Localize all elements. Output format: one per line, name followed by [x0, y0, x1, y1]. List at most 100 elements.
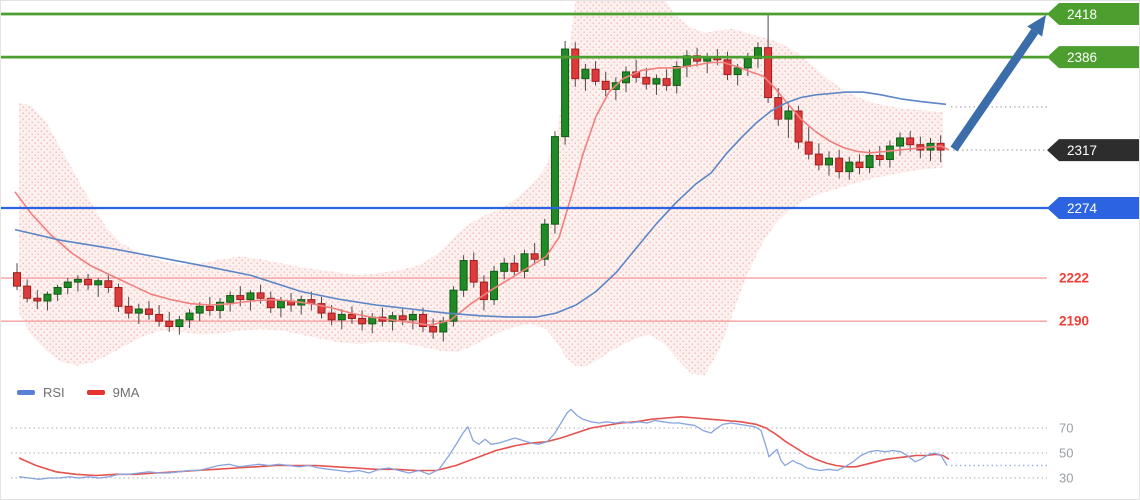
candle: [53, 284, 62, 301]
candle: [337, 309, 346, 330]
candle: [84, 274, 93, 291]
price-badge-2386[interactable]: 2386: [1047, 46, 1140, 69]
candle: [865, 150, 874, 173]
candle-body-down: [875, 154, 884, 160]
candle-body-down: [419, 313, 427, 328]
ma-legend-swatch: [86, 390, 105, 395]
candle-body-up: [459, 260, 468, 291]
candle: [835, 150, 844, 179]
candle: [490, 265, 499, 305]
candle: [550, 131, 559, 234]
candle: [23, 279, 32, 303]
candle: [520, 249, 529, 279]
candle: [216, 298, 224, 319]
candle: [388, 311, 397, 331]
candles: [13, 14, 945, 342]
candle-body-down: [530, 253, 539, 260]
candle: [804, 127, 813, 160]
price-badge-text: 2274: [1067, 201, 1098, 216]
price-badge-text: 2386: [1067, 50, 1097, 65]
candle: [317, 296, 326, 319]
candle-body-down: [266, 297, 275, 309]
candle: [906, 131, 915, 152]
candle-body-up: [246, 292, 255, 301]
candle-body-up: [185, 312, 194, 321]
candle: [63, 278, 72, 295]
candle-body-up: [490, 270, 499, 301]
candle: [94, 278, 103, 297]
candle: [114, 283, 123, 312]
fast-ma-line: [14, 61, 950, 326]
candle-body-down: [591, 68, 600, 82]
candle-body-up: [449, 289, 458, 322]
candle-body-down: [33, 297, 42, 302]
candle: [134, 303, 143, 324]
candle: [175, 315, 184, 335]
price-badge-text: 2418: [1067, 7, 1097, 22]
candle: [652, 74, 661, 95]
bollinger-band: [19, 1, 943, 376]
price-badge-2418[interactable]: 2418: [1047, 3, 1140, 25]
candle: [479, 275, 488, 311]
candle-body-down: [804, 141, 813, 155]
candle: [104, 275, 113, 293]
forecast-arrow: [950, 15, 1046, 152]
candle-body-up: [63, 281, 72, 288]
candle: [845, 156, 854, 180]
candle: [581, 63, 590, 91]
candle: [591, 61, 600, 86]
slow-ma-line: [14, 91, 947, 318]
candle-body-up: [520, 253, 529, 272]
candle-body-down: [764, 47, 773, 99]
candle: [266, 291, 275, 314]
candle: [124, 296, 133, 319]
candle-body-down: [479, 281, 488, 301]
candle: [530, 243, 539, 265]
candle: [601, 71, 610, 97]
price-badge-2317[interactable]: 2317: [1047, 139, 1140, 162]
price-label-2190: 2190: [1059, 314, 1089, 329]
price-badge-2274[interactable]: 2274: [1047, 197, 1140, 219]
candle-body-down: [236, 295, 245, 301]
candle-body-up: [845, 161, 854, 173]
candle: [510, 255, 519, 277]
candle: [205, 296, 214, 316]
price-badge-text: 2317: [1067, 143, 1097, 158]
candle-body-up: [561, 48, 570, 138]
candle-body-down: [835, 157, 844, 173]
price-badge-shape: [1047, 3, 1139, 25]
price-badge-shape: [1047, 197, 1139, 219]
rsi-line: [18, 408, 948, 480]
candle-body-down: [23, 285, 32, 299]
candle-body-down: [358, 317, 367, 325]
candle: [226, 291, 235, 312]
candle: [500, 257, 509, 280]
candle-body-down: [794, 110, 803, 143]
rsi-legend-label: RSI: [43, 385, 65, 400]
candle-body-down: [571, 48, 580, 80]
candle-body-down: [205, 305, 214, 311]
candle-body-down: [601, 80, 610, 90]
candle: [408, 310, 417, 330]
candle: [33, 290, 42, 310]
candle-body-down: [317, 303, 326, 314]
price-badge-shape: [1047, 46, 1139, 69]
candle-body-up: [337, 313, 346, 321]
candle-body-down: [13, 272, 21, 287]
candle: [672, 61, 681, 94]
candle-body-up: [896, 137, 905, 147]
rsi-axis-label-70: 70: [1059, 421, 1073, 436]
candle-body-up: [195, 305, 204, 314]
candle-body-down: [114, 286, 123, 307]
candle-body-down: [662, 78, 671, 86]
candle-body-up: [733, 67, 742, 76]
candle-body-up: [581, 68, 590, 80]
candle: [449, 286, 458, 327]
candle: [195, 302, 204, 322]
candle-body-down: [723, 59, 732, 76]
candle-body-down: [347, 313, 356, 319]
candle-body-up: [550, 136, 559, 225]
candle: [571, 42, 580, 87]
bollinger-band-area: [19, 1, 943, 376]
